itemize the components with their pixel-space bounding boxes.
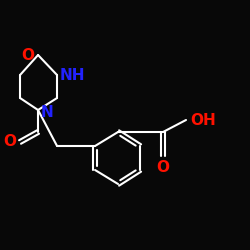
Text: NH: NH [60,68,86,82]
Text: O: O [21,48,34,62]
Text: O: O [3,134,16,150]
Text: N: N [41,104,54,120]
Text: OH: OH [190,112,216,128]
Text: O: O [156,160,170,175]
